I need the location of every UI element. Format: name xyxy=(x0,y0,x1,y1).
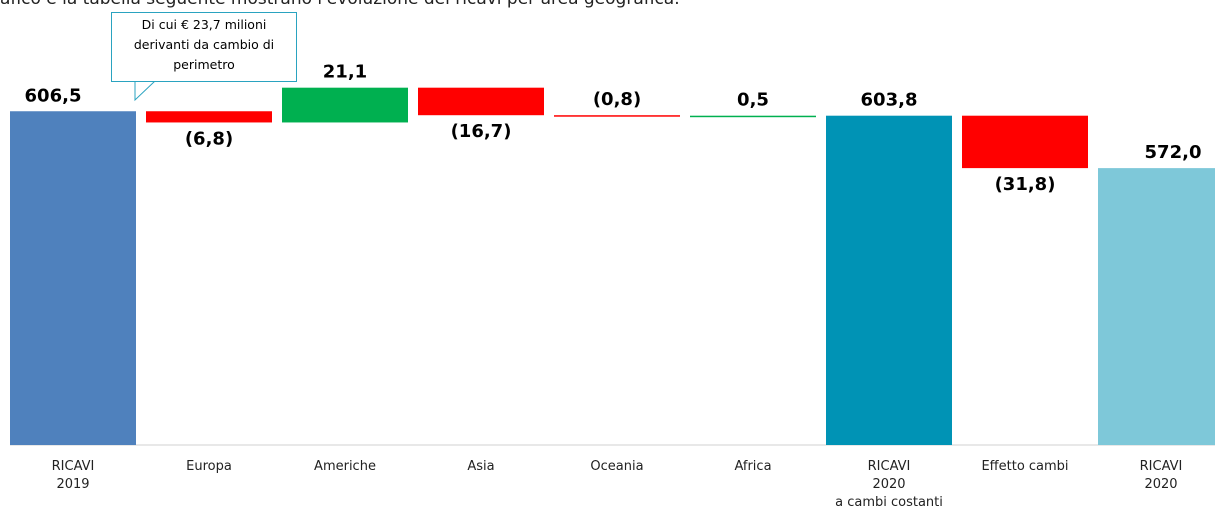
value-label: (16,7) xyxy=(451,121,512,142)
value-label: 21,1 xyxy=(323,62,367,83)
x-tick-label: RICAVI 2020 a cambi costanti xyxy=(835,459,943,510)
bar xyxy=(962,115,1088,169)
x-tick-label: Americhe xyxy=(314,459,376,474)
x-tick-label: RICAVI 2019 xyxy=(51,459,95,492)
bar xyxy=(418,87,544,116)
callout: Di cui € 23,7 milioni derivanti da cambi… xyxy=(111,12,297,82)
bar xyxy=(690,115,816,118)
value-label: 0,5 xyxy=(737,90,769,111)
x-tick-label: Oceania xyxy=(590,459,644,474)
x-tick-label: Europa xyxy=(186,459,232,474)
value-label: (0,8) xyxy=(593,89,641,110)
value-label: (6,8) xyxy=(185,128,233,149)
value-label: 572,0 xyxy=(1145,142,1202,163)
bar xyxy=(146,111,272,123)
x-tick-label: Asia xyxy=(467,459,495,474)
x-tick-label: RICAVI 2020 xyxy=(1139,459,1183,492)
bar xyxy=(826,115,952,445)
value-label: (31,8) xyxy=(995,174,1056,195)
intro-text: afico e la tabella seguente mostrano l'e… xyxy=(0,0,680,9)
callout-pointer xyxy=(134,80,156,102)
value-label: 603,8 xyxy=(861,90,918,111)
x-tick-label: Africa xyxy=(734,459,772,474)
bar xyxy=(282,87,408,123)
bar xyxy=(10,111,136,445)
x-tick-label: Effetto cambi xyxy=(981,459,1069,474)
value-label: 606,5 xyxy=(25,85,82,106)
bar xyxy=(1098,168,1215,445)
bar xyxy=(554,115,680,117)
